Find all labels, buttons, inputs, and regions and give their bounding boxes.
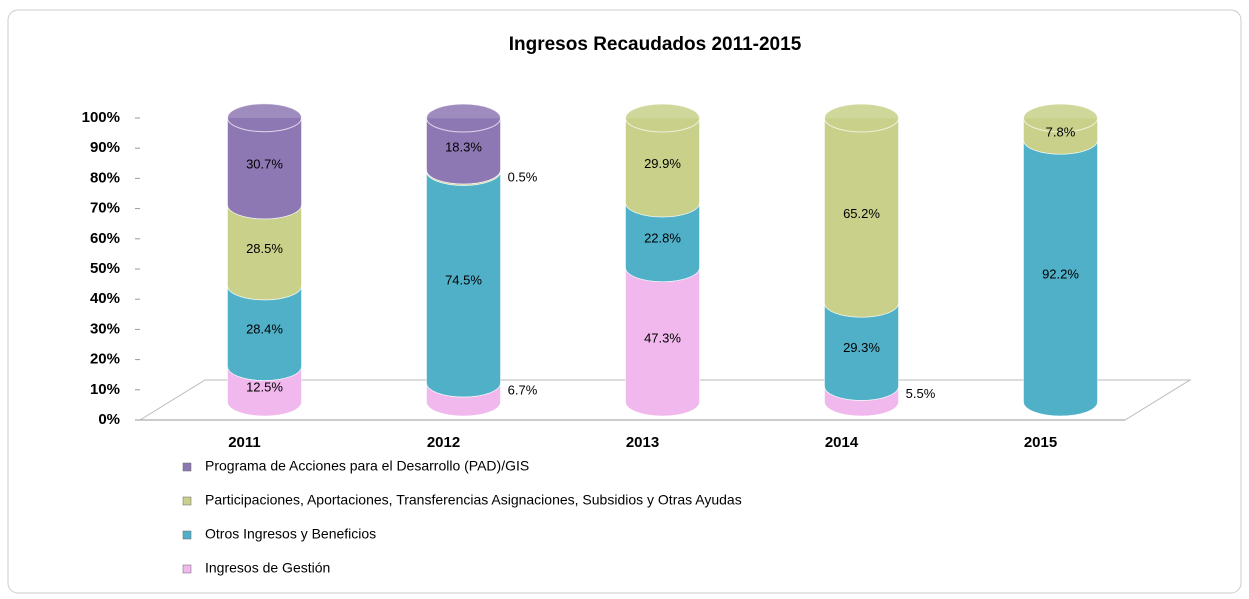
cylinder-segment: [625, 267, 700, 417]
value-label: 22.8%: [644, 231, 681, 246]
x-tick-label: 2015: [1024, 434, 1057, 451]
cylinder-segment: [1023, 139, 1098, 417]
x-tick-label: 2013: [626, 434, 659, 451]
y-tick-label: 80%: [90, 169, 120, 186]
legend-label: Programa de Acciones para el Desarrollo …: [205, 458, 529, 474]
cylinder-segment: [824, 302, 899, 401]
cylinder-top: [824, 103, 899, 133]
legend-label: Ingresos de Gestión: [205, 560, 330, 576]
value-label: 65.2%: [843, 206, 880, 221]
cylinder-segment: [227, 117, 302, 220]
cylinder-segment: [625, 117, 700, 218]
y-tick-label: 40%: [90, 290, 120, 307]
legend-swatch: [182, 496, 192, 506]
value-label: 12.5%: [246, 380, 283, 395]
value-label: 29.9%: [644, 156, 681, 171]
chart-title: Ingresos Recaudados 2011-2015: [509, 34, 802, 55]
value-label: 5.5%: [906, 386, 936, 401]
legend-label: Participaciones, Aportaciones, Transfere…: [205, 492, 742, 508]
x-tick-label: 2012: [427, 434, 460, 451]
cylinder-segment: [426, 171, 501, 398]
cylinder-top: [1023, 103, 1098, 133]
frame: [7, 9, 1242, 594]
y-tick-label: 0%: [98, 411, 120, 428]
y-tick-label: 50%: [90, 260, 120, 277]
value-label: 29.3%: [843, 340, 880, 355]
cylinder-segment: [824, 117, 899, 318]
y-tick-label: 100%: [82, 109, 120, 126]
cylinder-top: [426, 103, 501, 133]
x-tick-label: 2011: [228, 434, 261, 451]
legend-swatch: [182, 462, 192, 472]
cylinder-top: [625, 103, 700, 133]
cylinder-segment: [227, 285, 302, 381]
legend-label: Otros Ingresos y Beneficios: [205, 526, 376, 542]
y-tick-label: 10%: [90, 381, 120, 398]
value-label: 28.5%: [246, 241, 283, 256]
value-label: 74.5%: [445, 273, 482, 288]
value-label: 0.5%: [508, 169, 538, 184]
y-tick-label: 20%: [90, 351, 120, 368]
y-tick-label: 30%: [90, 320, 120, 337]
y-tick-label: 90%: [90, 139, 120, 156]
cylinder-segment: [227, 204, 302, 301]
legend-swatch: [182, 564, 192, 574]
value-label: 28.4%: [246, 322, 283, 337]
y-tick-label: 70%: [90, 200, 120, 217]
value-label: 18.3%: [445, 139, 482, 154]
cylinder-segment: [625, 202, 700, 282]
y-tick-label: 60%: [90, 230, 120, 247]
value-label: 47.3%: [644, 330, 681, 345]
cylinder-top: [227, 103, 302, 133]
x-tick-label: 2014: [825, 434, 859, 451]
value-label: 6.7%: [508, 382, 538, 397]
value-label: 92.2%: [1042, 267, 1079, 282]
value-label: 30.7%: [246, 157, 283, 172]
legend-swatch: [182, 530, 192, 540]
value-label: 7.8%: [1046, 125, 1076, 140]
cylinder-segment: [426, 117, 501, 185]
